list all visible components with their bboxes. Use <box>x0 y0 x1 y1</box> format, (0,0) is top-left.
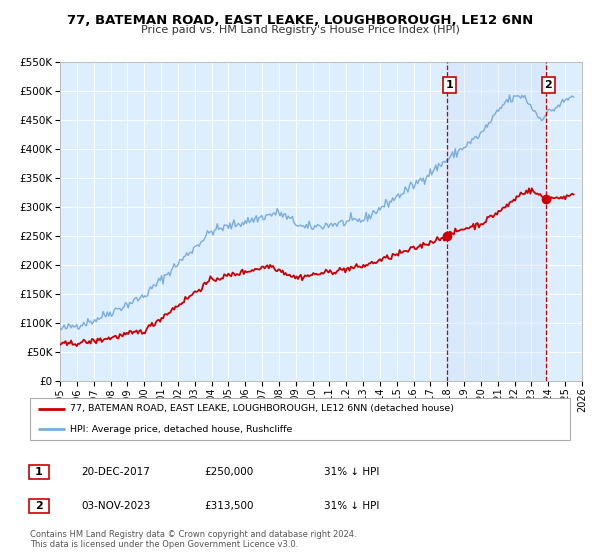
Text: 1: 1 <box>445 80 453 90</box>
Text: 77, BATEMAN ROAD, EAST LEAKE, LOUGHBOROUGH, LE12 6NN: 77, BATEMAN ROAD, EAST LEAKE, LOUGHBOROU… <box>67 14 533 27</box>
Text: 2: 2 <box>35 501 43 511</box>
Text: 31% ↓ HPI: 31% ↓ HPI <box>324 467 379 477</box>
Text: 1: 1 <box>35 467 43 477</box>
Text: HPI: Average price, detached house, Rushcliffe: HPI: Average price, detached house, Rush… <box>71 424 293 433</box>
Text: 31% ↓ HPI: 31% ↓ HPI <box>324 501 379 511</box>
Text: 03-NOV-2023: 03-NOV-2023 <box>81 501 151 511</box>
Text: £250,000: £250,000 <box>204 467 253 477</box>
Text: 2: 2 <box>544 80 552 90</box>
Bar <box>447 62 545 381</box>
Text: 77, BATEMAN ROAD, EAST LEAKE, LOUGHBOROUGH, LE12 6NN (detached house): 77, BATEMAN ROAD, EAST LEAKE, LOUGHBOROU… <box>71 404 455 413</box>
Text: This data is licensed under the Open Government Licence v3.0.: This data is licensed under the Open Gov… <box>30 540 298 549</box>
Text: Contains HM Land Registry data © Crown copyright and database right 2024.: Contains HM Land Registry data © Crown c… <box>30 530 356 539</box>
Text: 20-DEC-2017: 20-DEC-2017 <box>81 467 150 477</box>
Text: Price paid vs. HM Land Registry's House Price Index (HPI): Price paid vs. HM Land Registry's House … <box>140 25 460 35</box>
Text: £313,500: £313,500 <box>204 501 254 511</box>
